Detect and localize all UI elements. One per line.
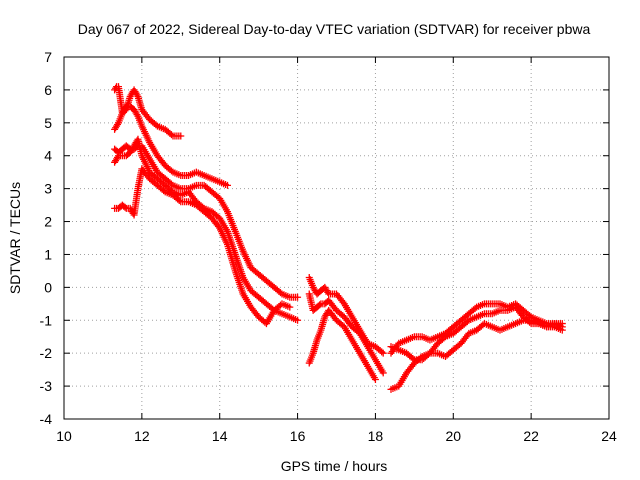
data-marker — [121, 203, 129, 211]
data-marker — [167, 131, 175, 139]
data-marker — [417, 354, 425, 362]
data-marker — [160, 187, 168, 195]
series-trace-i — [387, 300, 566, 357]
data-marker — [339, 298, 347, 306]
y-tick-label: 1 — [44, 246, 52, 262]
y-tick-label: -4 — [40, 411, 53, 427]
data-marker — [133, 111, 141, 119]
x-axis-label: GPS time / hours — [281, 458, 388, 474]
data-marker — [440, 334, 448, 342]
x-tick-label: 14 — [212, 428, 228, 444]
x-tick-label: 22 — [523, 428, 539, 444]
data-point — [294, 293, 302, 301]
data-point — [294, 316, 302, 324]
chart-title: Day 067 of 2022, Sidereal Day-to-day VTE… — [78, 21, 591, 37]
series-trace-c — [111, 142, 302, 301]
y-tick-label: 0 — [44, 279, 52, 295]
x-tick-label: 18 — [368, 428, 384, 444]
data-marker — [175, 196, 183, 204]
data-point — [379, 349, 387, 357]
data-marker — [316, 301, 324, 309]
x-tick-label: 24 — [601, 428, 617, 444]
x-tick-label: 16 — [290, 428, 306, 444]
data-marker — [463, 318, 471, 326]
data-marker — [133, 91, 141, 99]
y-axis-label: SDTVAR / TECUs — [7, 182, 23, 294]
y-tick-label: -3 — [40, 378, 53, 394]
data-marker — [378, 348, 386, 356]
series-trace-e — [111, 165, 294, 328]
y-tick-label: 3 — [44, 181, 52, 197]
data-marker — [167, 167, 175, 175]
data-point — [379, 369, 387, 377]
x-tick-label: 10 — [56, 428, 72, 444]
y-tick-label: 6 — [44, 82, 52, 98]
data-points — [111, 83, 566, 393]
y-tick-label: -1 — [40, 312, 53, 328]
y-tick-label: -2 — [40, 345, 53, 361]
y-tick-label: 7 — [44, 49, 52, 65]
series-trace-h — [305, 306, 379, 384]
series-trace-k — [387, 316, 566, 393]
data-marker — [152, 121, 160, 129]
x-tick-label: 20 — [445, 428, 461, 444]
data-point — [286, 303, 294, 311]
y-tick-label: 5 — [44, 115, 52, 131]
series-trace-b — [111, 102, 231, 189]
plot-frame — [63, 56, 610, 420]
data-marker — [167, 180, 175, 188]
series-trace-g — [305, 290, 387, 377]
data-point — [224, 181, 231, 189]
data-marker — [276, 289, 284, 297]
data-point — [177, 132, 185, 140]
data-marker — [471, 304, 479, 312]
data-point — [371, 376, 379, 384]
y-tick-label: 2 — [44, 214, 52, 230]
data-point — [558, 326, 566, 334]
x-tick-label: 12 — [134, 428, 150, 444]
y-tick-label: 4 — [44, 148, 52, 164]
data-marker — [409, 354, 417, 362]
series-trace-d — [111, 135, 302, 324]
data-marker — [114, 120, 122, 128]
